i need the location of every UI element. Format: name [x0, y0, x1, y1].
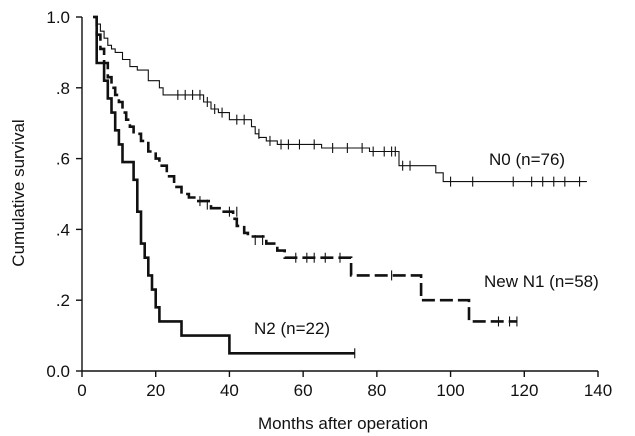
x-tick-label: 20 [146, 381, 165, 400]
y-tick-label: 0.0 [46, 362, 70, 381]
x-ticks: 0 20 40 60 80 100 120 140 [77, 371, 612, 400]
y-tick-label: .6 [56, 150, 70, 169]
curve-new-n1 [93, 15, 517, 323]
y-axis-title: Cumulative survival [9, 119, 28, 266]
x-tick-label: 60 [294, 381, 313, 400]
y-tick-label: .8 [56, 79, 70, 98]
x-tick-label: 40 [220, 381, 239, 400]
x-tick-label: 140 [584, 381, 612, 400]
y-tick-label: .2 [56, 291, 70, 310]
axes [81, 17, 598, 372]
x-tick-label: 80 [367, 381, 386, 400]
y-tick-label: 1.0 [46, 8, 70, 27]
series-label-n2: N2 (n=22) [254, 319, 330, 338]
y-ticks: 0.0 .2 .4 .6 .8 1.0 [46, 8, 82, 381]
x-tick-label: 100 [436, 381, 464, 400]
curve-n2 [93, 15, 355, 355]
series-label-n0: N0 (n=76) [489, 150, 565, 169]
series-labels: N0 (n=76) New N1 (n=58) N2 (n=22) [254, 150, 599, 338]
x-tick-label: 0 [77, 381, 86, 400]
x-tick-label: 120 [510, 381, 538, 400]
series-label-new-n1: New N1 (n=58) [484, 272, 599, 291]
censor-marks [177, 89, 581, 359]
x-axis-title: Months after operation [258, 414, 428, 433]
y-tick-label: .4 [56, 220, 70, 239]
